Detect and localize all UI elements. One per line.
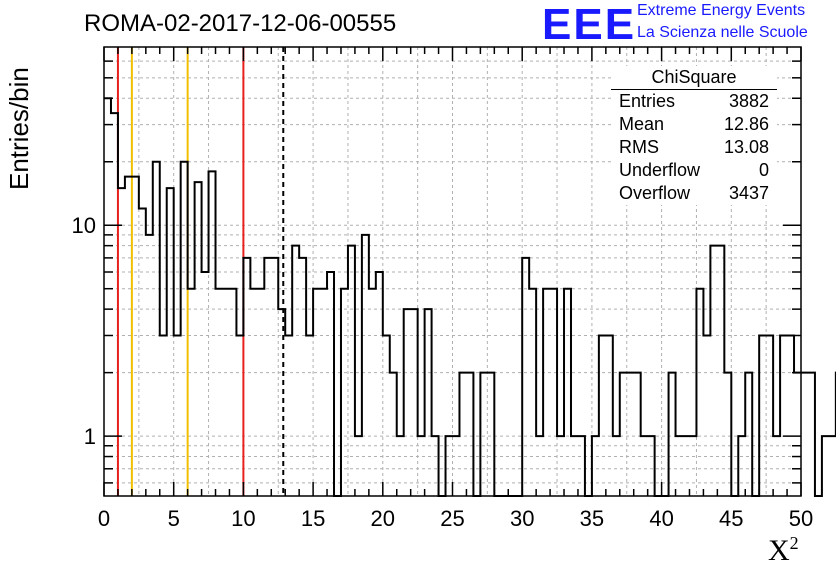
stats-row-overflow: Overflow 3437	[611, 182, 777, 205]
x-tick-label: 15	[301, 506, 325, 531]
x-axis-label-base: X	[768, 534, 790, 567]
stats-label: Mean	[619, 114, 665, 134]
stats-row-rms: RMS 13.08	[611, 136, 777, 159]
stats-row-entries: Entries 3882	[611, 90, 777, 113]
logo-tagline-2: La Scienza nelle Scuole	[637, 24, 808, 41]
x-tick-label: 5	[168, 506, 180, 531]
x-tick-label: 0	[98, 506, 110, 531]
y-axis-label: Entries/bin	[4, 67, 34, 190]
x-tick-label: 40	[649, 506, 673, 531]
x-tick-label: 45	[719, 506, 743, 531]
x-tick-label: 50	[789, 506, 813, 531]
x-tick-label: 10	[231, 506, 255, 531]
x-tick-label: 30	[510, 506, 534, 531]
logo-tagline-1: Extreme Energy Events	[637, 2, 806, 19]
chart-title: ROMA-02-2017-12-06-00555	[84, 10, 397, 37]
x-axis-label-sup: 2	[789, 533, 799, 553]
stats-value: 3437	[728, 183, 769, 203]
stats-label: Overflow	[619, 183, 691, 203]
stats-title: ChiSquare	[611, 66, 777, 90]
stats-label: Underflow	[619, 160, 701, 180]
stats-value: 12.86	[723, 114, 769, 134]
y-tick-label: 10	[72, 213, 96, 238]
x-tick-label: 25	[440, 506, 464, 531]
x-tick-label: 20	[371, 506, 395, 531]
stats-row-underflow: Underflow 0	[611, 159, 777, 182]
stats-value: 3882	[728, 91, 769, 111]
eee-logo: EEE	[542, 0, 637, 49]
stats-value: 13.08	[723, 137, 769, 157]
axis-tick-labels: 0 5 10 15 20 25 30 35 40 45 50 1 10	[72, 213, 814, 531]
stats-value: 0	[758, 160, 769, 180]
x-axis-label: X2	[768, 533, 799, 568]
axis-ticks	[103, 47, 802, 496]
marker-lines	[116, 47, 285, 496]
stats-row-mean: Mean 12.86	[611, 113, 777, 136]
stats-box: ChiSquare Entries 3882 Mean 12.86 RMS 13.08…	[611, 66, 777, 205]
stats-label: RMS	[619, 137, 659, 157]
stats-label: Entries	[619, 91, 676, 111]
y-tick-label: 1	[84, 424, 96, 449]
x-tick-label: 35	[580, 506, 604, 531]
